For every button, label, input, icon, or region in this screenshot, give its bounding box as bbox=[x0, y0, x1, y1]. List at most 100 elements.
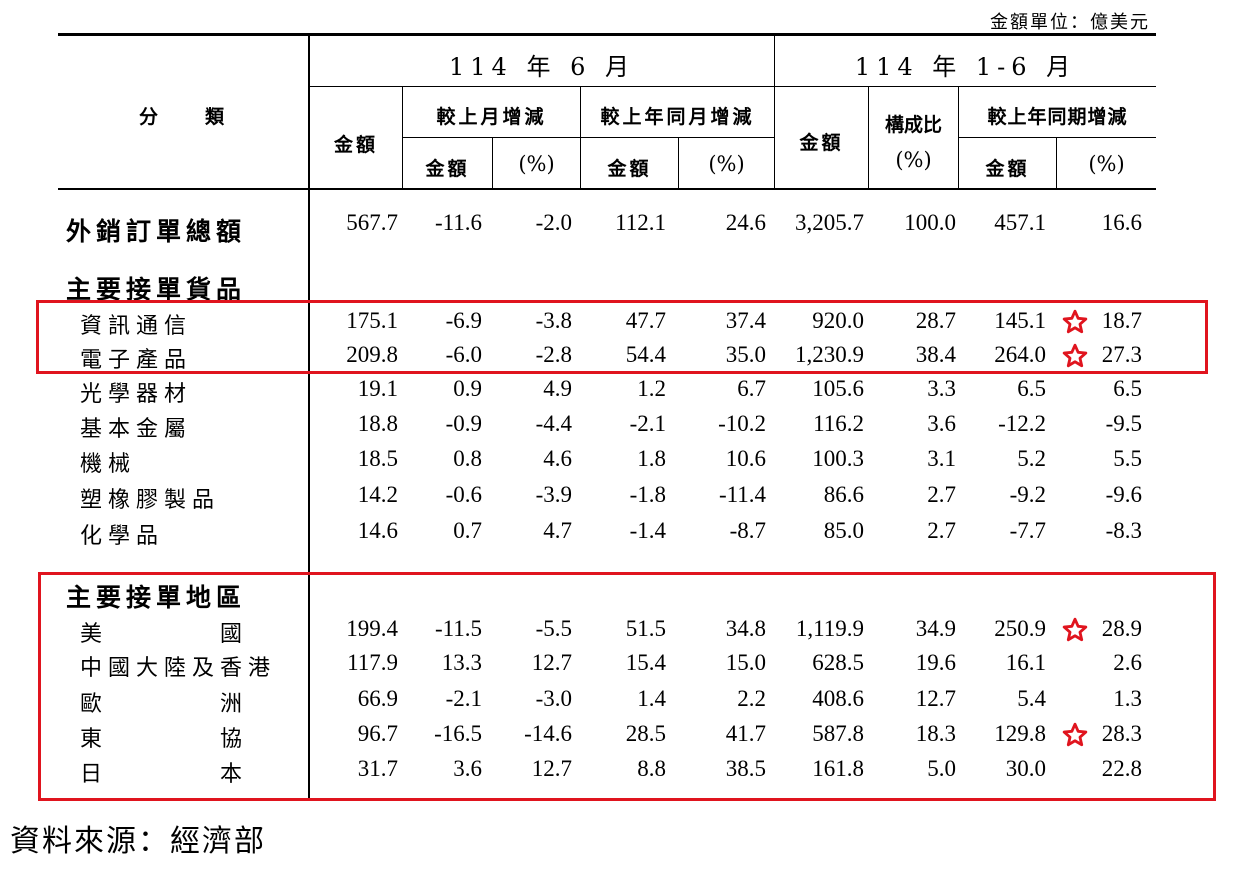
value-cell: 175.1 bbox=[346, 308, 398, 333]
value-cell: -2.0 bbox=[535, 210, 572, 235]
header-col-divider-3 bbox=[868, 87, 869, 189]
row-label: 機械 bbox=[80, 452, 137, 477]
value-cell: -1.8 bbox=[629, 482, 666, 507]
value-cell: 16.6 bbox=[1101, 210, 1142, 235]
value-cell: -0.6 bbox=[445, 482, 482, 507]
subheader-yoy-amount: 金額 bbox=[607, 158, 652, 180]
value-cell: -5.5 bbox=[535, 616, 572, 641]
value-cell: 35.0 bbox=[725, 342, 766, 367]
value-cell: 14.2 bbox=[357, 482, 398, 507]
value-cell: 6.5 bbox=[1017, 376, 1046, 401]
highlight-box-products bbox=[36, 300, 1208, 374]
value-cell: 2.6 bbox=[1113, 650, 1142, 675]
row-label: 日 本 bbox=[80, 762, 249, 787]
value-cell: 4.9 bbox=[543, 376, 572, 401]
value-cell: 12.7 bbox=[531, 756, 572, 781]
value-cell: -1.4 bbox=[629, 518, 666, 543]
value-cell: 86.6 bbox=[823, 482, 864, 507]
value-cell: 457.1 bbox=[994, 210, 1046, 235]
value-cell: 117.9 bbox=[347, 650, 398, 675]
value-cell: 10.6 bbox=[725, 446, 766, 471]
star-outline-icon bbox=[1062, 722, 1088, 747]
value-cell: 34.9 bbox=[915, 616, 956, 641]
header-col-divider-7 bbox=[1056, 138, 1057, 189]
value-cell: -6.0 bbox=[445, 342, 482, 367]
value-cell: 2.7 bbox=[927, 518, 956, 543]
value-cell: -6.9 bbox=[445, 308, 482, 333]
value-cell: 250.9 bbox=[994, 616, 1046, 641]
value-cell: -9.5 bbox=[1105, 411, 1142, 436]
value-cell: -3.8 bbox=[535, 308, 572, 333]
value-cell: -12.2 bbox=[998, 411, 1046, 436]
value-cell: 27.3 bbox=[1101, 342, 1142, 367]
value-cell: 28.3 bbox=[1101, 721, 1142, 746]
value-cell: 1.8 bbox=[637, 446, 666, 471]
value-cell: 112.1 bbox=[615, 210, 666, 235]
header-amount-cumulative: 金額 bbox=[799, 132, 844, 154]
value-cell: 37.4 bbox=[725, 308, 766, 333]
section-title-regions: 主要接單地區 bbox=[66, 583, 247, 612]
value-cell: -4.4 bbox=[535, 411, 572, 436]
value-cell: 5.0 bbox=[927, 756, 956, 781]
value-cell: 264.0 bbox=[994, 342, 1046, 367]
value-cell: 28.7 bbox=[915, 308, 956, 333]
value-cell: 105.6 bbox=[812, 376, 864, 401]
value-cell: 18.5 bbox=[357, 446, 398, 471]
value-cell: -11.4 bbox=[718, 482, 766, 507]
value-cell: -16.5 bbox=[434, 721, 482, 746]
value-cell: 16.1 bbox=[1005, 650, 1046, 675]
header-yoy-month: 較上年同月增減 bbox=[600, 106, 755, 128]
header-col-divider-6 bbox=[678, 138, 679, 189]
value-cell: -7.7 bbox=[1009, 518, 1046, 543]
row-label: 化學品 bbox=[80, 524, 165, 549]
value-cell: 1.2 bbox=[637, 376, 666, 401]
sub-divider-right bbox=[958, 137, 1156, 138]
value-cell: 14.6 bbox=[357, 518, 398, 543]
header-category: 分 類 bbox=[138, 106, 227, 128]
header-period-month: 114 年 6 月 bbox=[449, 53, 635, 81]
value-cell: 96.7 bbox=[357, 721, 398, 746]
row-label: 電子產品 bbox=[80, 348, 193, 373]
header-col-divider-4 bbox=[958, 87, 959, 189]
star-outline-icon bbox=[1062, 309, 1088, 334]
value-cell: 13.3 bbox=[441, 650, 482, 675]
value-cell: 12.7 bbox=[915, 686, 956, 711]
label-column-divider bbox=[308, 34, 310, 798]
row-label: 歐 洲 bbox=[80, 692, 249, 717]
value-cell: 0.9 bbox=[453, 376, 482, 401]
value-cell: 19.1 bbox=[357, 376, 398, 401]
row-label: 中國大陸及香港 bbox=[80, 656, 277, 681]
value-cell: 3.1 bbox=[927, 446, 956, 471]
value-cell: 3.6 bbox=[453, 756, 482, 781]
period-column-divider bbox=[774, 34, 775, 189]
value-cell: 129.8 bbox=[994, 721, 1046, 746]
value-cell: 8.8 bbox=[637, 756, 666, 781]
value-cell: 18.8 bbox=[357, 411, 398, 436]
value-cell: 1,230.9 bbox=[795, 342, 864, 367]
value-cell: 85.0 bbox=[823, 518, 864, 543]
value-cell: 12.7 bbox=[531, 650, 572, 675]
value-cell: 6.5 bbox=[1113, 376, 1142, 401]
value-cell: 567.7 bbox=[346, 210, 398, 235]
row-label: 資訊通信 bbox=[80, 314, 193, 339]
row-label: 光學器材 bbox=[80, 382, 193, 407]
value-cell: 34.8 bbox=[725, 616, 766, 641]
header-bottom-border bbox=[58, 188, 1156, 190]
header-share-unit: (%) bbox=[895, 148, 932, 172]
value-cell: -11.6 bbox=[434, 210, 482, 235]
value-cell: -3.9 bbox=[535, 482, 572, 507]
header-col-divider-1 bbox=[402, 87, 403, 189]
subheader-period-pct: (%) bbox=[1088, 152, 1125, 176]
value-cell: 161.8 bbox=[812, 756, 864, 781]
value-cell: 408.6 bbox=[812, 686, 864, 711]
value-cell: -9.2 bbox=[1009, 482, 1046, 507]
value-cell: 4.7 bbox=[543, 518, 572, 543]
value-cell: 6.7 bbox=[737, 376, 766, 401]
value-cell: 54.4 bbox=[625, 342, 666, 367]
value-cell: -8.3 bbox=[1105, 518, 1142, 543]
value-cell: 2.2 bbox=[737, 686, 766, 711]
subheader-period-amount: 金額 bbox=[985, 158, 1030, 180]
value-cell: 209.8 bbox=[346, 342, 398, 367]
value-cell: -9.6 bbox=[1105, 482, 1142, 507]
value-cell: 30.0 bbox=[1005, 756, 1046, 781]
